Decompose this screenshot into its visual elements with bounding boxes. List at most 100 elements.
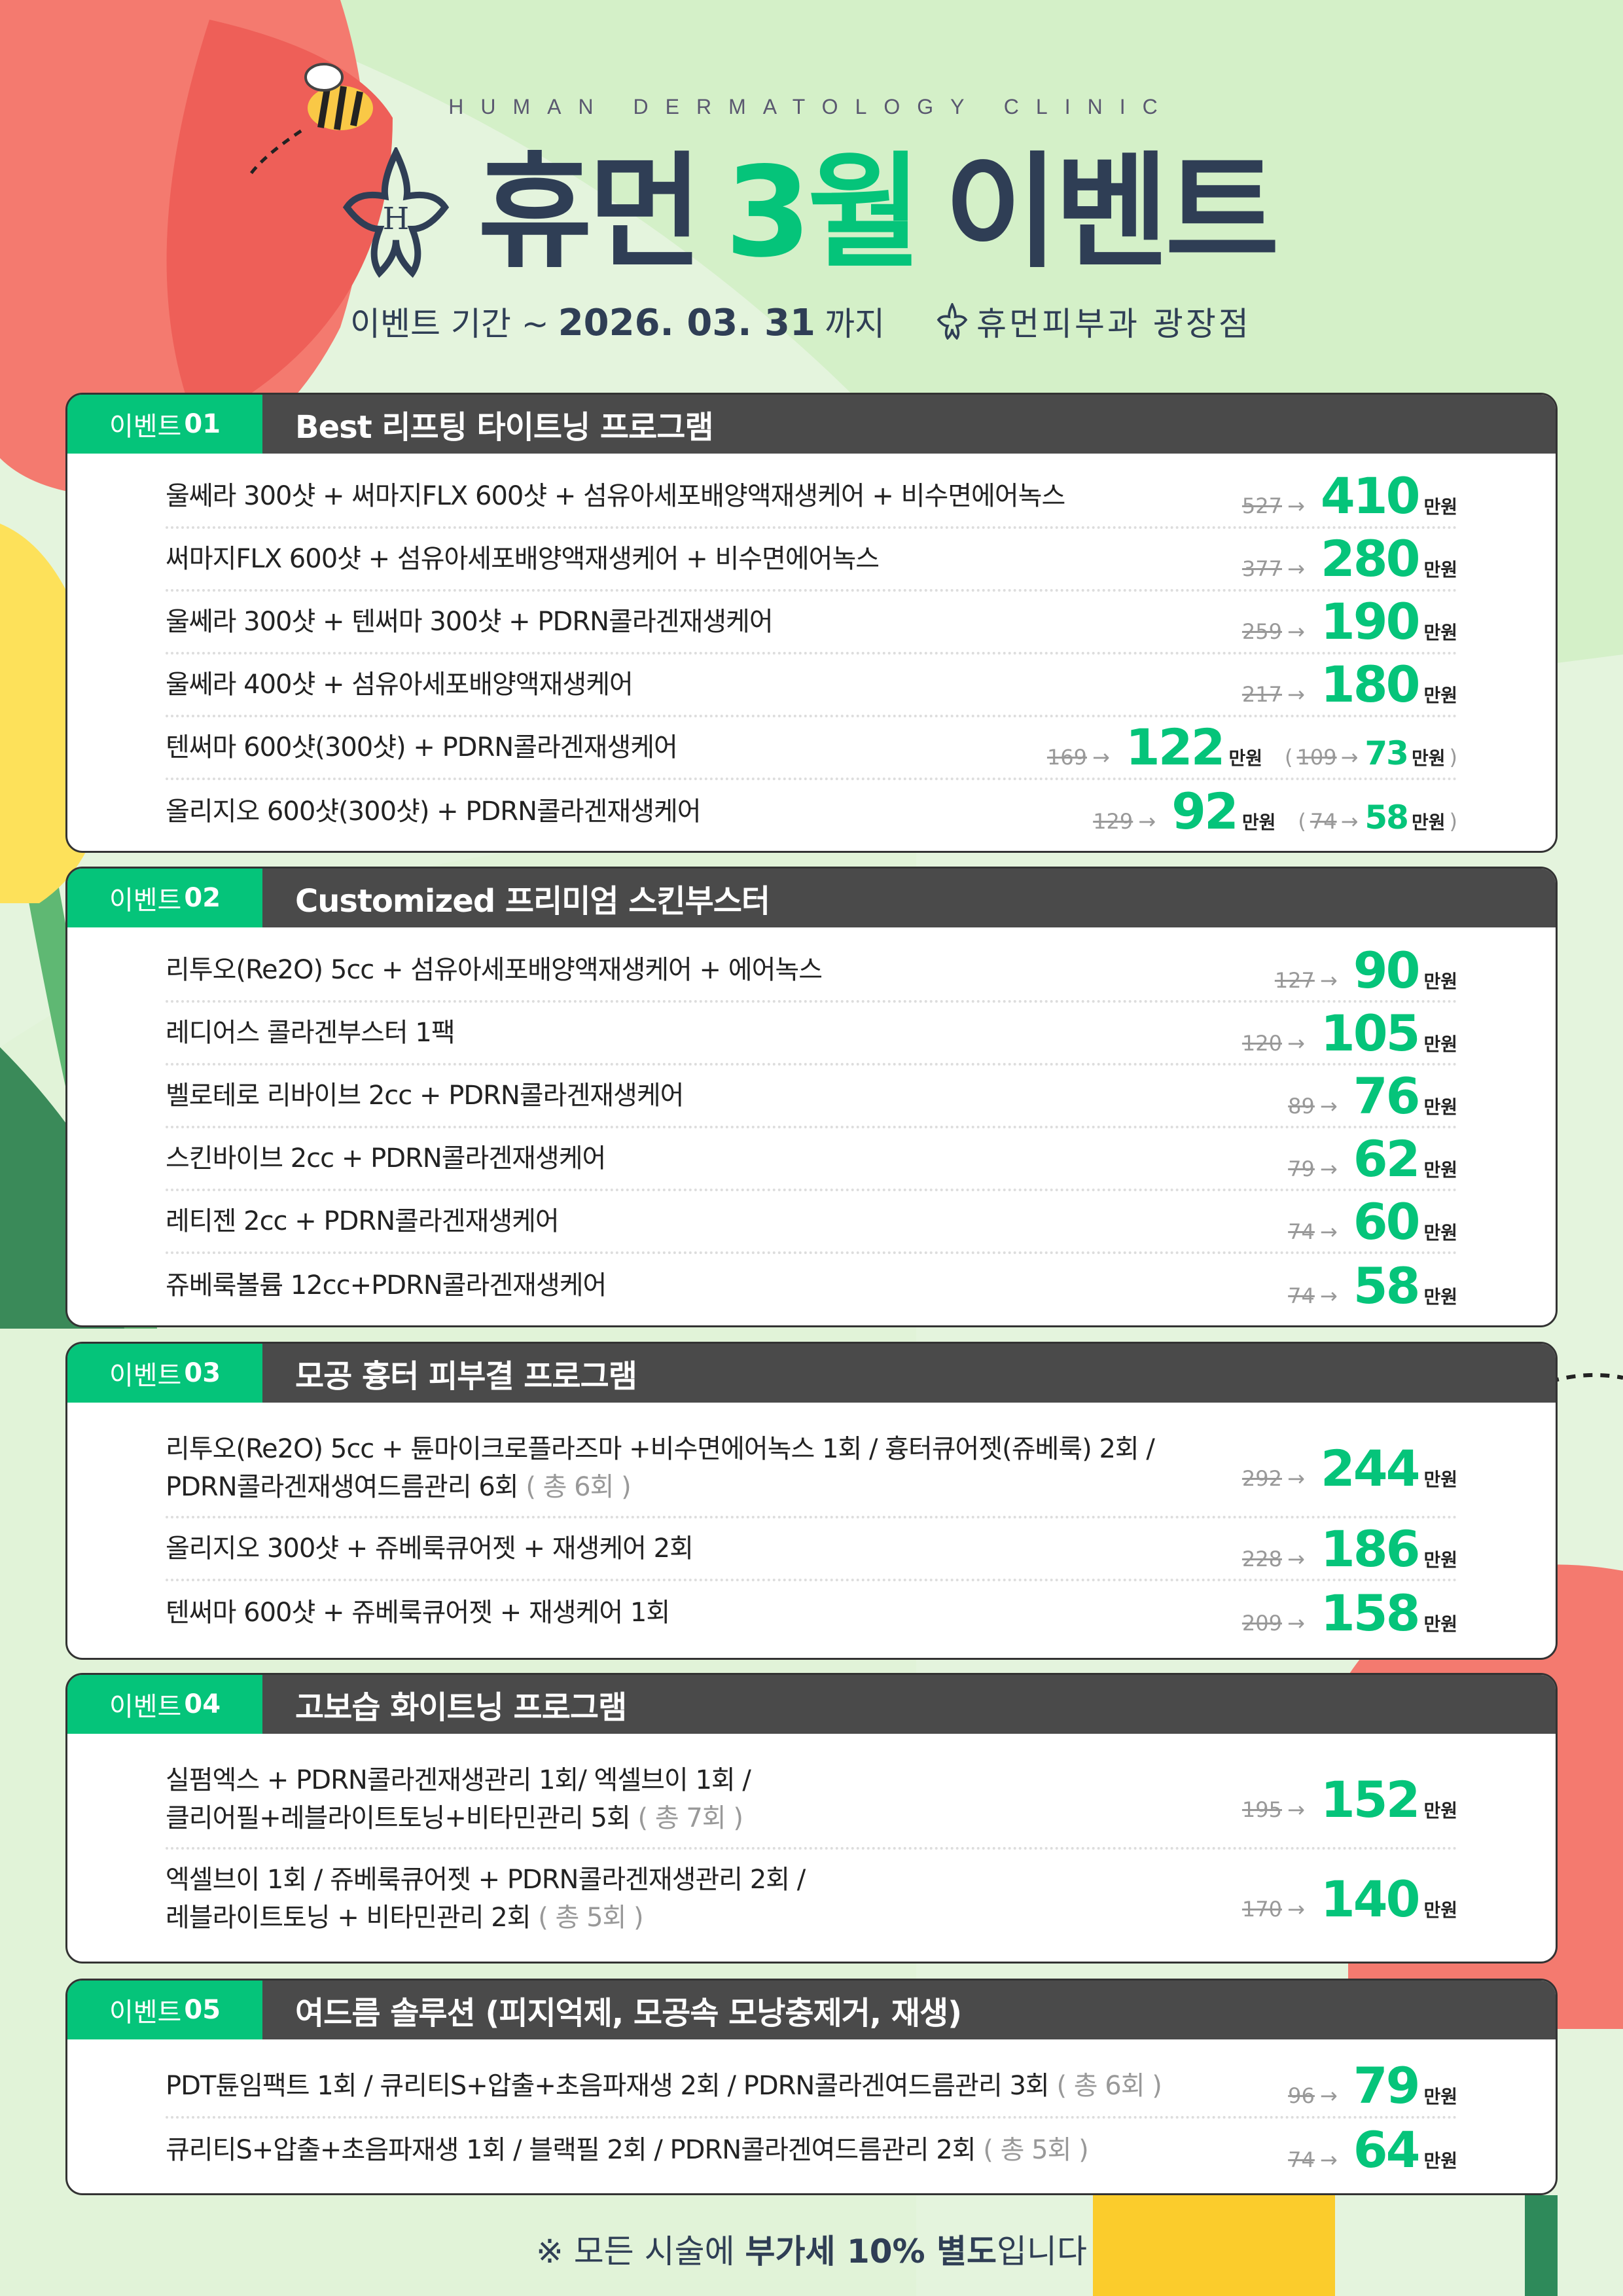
arrow-icon: → [1287, 1896, 1305, 1922]
arrow-icon: → [1287, 682, 1305, 707]
item-name-line1: 울쎄라 300샷 + 써마지FLX 600샷 + 섬유아세포배양액재생케어 + … [166, 480, 1065, 511]
price: 96 → 79 만원 [1288, 2056, 1457, 2115]
price: 527 → 410 만원 [1242, 467, 1457, 525]
price: 74 → 64 만원 [1288, 2121, 1457, 2179]
event-section-04: 이벤트 04 고보습 화이트닝 프로그램 실펌엑스 + PDRN콜라겐재생관리 1… [65, 1673, 1558, 1964]
item-name-line1: 실펌엑스 + PDRN콜라겐재생관리 1회/ 엑셀브이 1회 / [166, 1765, 751, 1795]
section-title: 고보습 화이트닝 프로그램 [295, 1689, 627, 1726]
price: 209 → 158 만원 [1242, 1584, 1457, 1642]
price: 228 → 186 만원 [1242, 1520, 1457, 1578]
item-name: 텐써마 600샷 + 쥬베룩큐어젯 + 재생케어 1회 [166, 1594, 670, 1632]
session-count: ( 총 5회 ) [538, 1903, 643, 1933]
original-price: 74 [1288, 1219, 1315, 1244]
alt-original-price: 74 [1310, 809, 1337, 834]
session-count: ( 총 5회 ) [983, 2134, 1088, 2165]
sale-price: 140 [1320, 1869, 1421, 1928]
sale-price: 152 [1320, 1770, 1421, 1829]
list-item: 올리지오 600샷(300샷) + PDRN콜라겐재생케어 129 → 92 만원( 7… [166, 780, 1457, 843]
item-list: 울쎄라 300샷 + 써마지FLX 600샷 + 섬유아세포배양액재생케어 + … [67, 454, 1556, 850]
item-name-line2: PDRN콜라겐재생여드름관리 6회 [166, 1472, 519, 1502]
tag-label: 이벤트 [109, 412, 182, 442]
sale-price: 280 [1320, 529, 1421, 588]
original-price: 259 [1241, 619, 1282, 644]
period-suffix: 까지 [824, 305, 885, 343]
original-price: 217 [1241, 682, 1282, 707]
tag-number: 04 [184, 1689, 221, 1719]
sale-price: 186 [1320, 1519, 1421, 1578]
price-unit: 만원 [1423, 1221, 1457, 1244]
branch-label: 휴먼피부과 광장점 [976, 305, 1251, 343]
event-section-03: 이벤트 03 모공 흉터 피부결 프로그램 리투오(Re2O) 5cc + 튠마이… [65, 1342, 1558, 1660]
sale-price: 79 [1353, 2056, 1421, 2115]
sale-price: 158 [1320, 1583, 1421, 1642]
list-item: 리투오(Re2O) 5cc + 섬유아세포배양액재생케어 + 에어녹스 127 → 9… [166, 940, 1457, 1003]
arrow-icon: → [1287, 1030, 1305, 1056]
original-price: 169 [1046, 745, 1088, 770]
list-item: 쥬베룩볼륨 12cc+PDRN콜라겐재생케어 74 → 58 만원 [166, 1254, 1457, 1317]
tag-number: 05 [184, 1995, 221, 2025]
item-name: PDT튠임팩트 1회 / 큐리티S+압출+초음파재생 2회 / PDRN콜라겐여… [166, 2067, 1162, 2105]
item-name: 실펌엑스 + PDRN콜라겐재생관리 1회/ 엑셀브이 1회 / 클리어필+레블라… [166, 1761, 751, 1837]
sale-price: 92 [1171, 782, 1239, 840]
section-title: 모공 흉터 피부결 프로그램 [295, 1358, 637, 1395]
arrow-icon: → [1319, 1156, 1338, 1181]
price-unit: 만원 [1241, 812, 1276, 833]
list-item: 울쎄라 400샷 + 섬유아세포배양액재생케어 217 → 180 만원 [166, 655, 1457, 717]
original-price: 377 [1241, 556, 1282, 581]
list-item: 레티젠 2cc + PDRN콜라겐재생케어 74 → 60 만원 [166, 1191, 1457, 1254]
price-unit: 만원 [1411, 747, 1446, 769]
price: 74 → 58 만원 [1288, 1257, 1457, 1315]
original-price: 292 [1241, 1465, 1282, 1491]
item-name-line1: 레디어스 콜라겐부스터 1팩 [166, 1018, 455, 1048]
original-price: 74 [1288, 1283, 1315, 1308]
item-name-line1: 울쎄라 300샷 + 텐써마 300샷 + PDRN콜라겐재생케어 [166, 606, 774, 637]
item-name-line2: 레블라이트토닝 + 비타민관리 2회 [166, 1903, 531, 1933]
item-name: 레디어스 콜라겐부스터 1팩 [166, 1014, 455, 1052]
event-section-01: 이벤트 01 Best 리프팅 타이트닝 프로그램 울쎄라 300샷 + 써마지F… [65, 393, 1558, 853]
price: 170 → 140 만원 [1242, 1870, 1457, 1928]
price-unit: 만원 [1423, 496, 1457, 518]
price-unit: 만원 [1423, 970, 1457, 992]
sale-price: 90 [1353, 941, 1421, 999]
arrow-icon: → [1287, 1465, 1305, 1491]
section-header: 이벤트 02 Customized 프리미엄 스킨부스터 [67, 869, 1556, 927]
title-part-3: 이벤트 [944, 140, 1279, 285]
list-item: 울쎄라 300샷 + 텐써마 300샷 + PDRN콜라겐재생케어 259 → 190… [166, 592, 1457, 655]
item-name-line1: 큐리티S+압출+초음파재생 1회 / 블랙필 2회 / PDRN콜라겐여드름관리… [166, 2134, 976, 2165]
item-name: 써마지FLX 600샷 + 섬유아세포배양액재생케어 + 비수면에어녹스 [166, 540, 880, 578]
list-item: 벨로테로 리바이브 2cc + PDRN콜라겐재생케어 89 → 76 만원 [166, 1066, 1457, 1128]
title-part-1: 휴먼 [478, 140, 703, 285]
price: 292 → 244 만원 [1242, 1439, 1457, 1498]
tag-number: 02 [184, 883, 221, 913]
bee-icon-top [247, 63, 373, 178]
section-header: 이벤트 04 고보습 화이트닝 프로그램 [67, 1675, 1556, 1734]
price: 377 → 280 만원 [1242, 529, 1457, 588]
list-item: 텐써마 600샷(300샷) + PDRN콜라겐재생케어 169 → 122 만원( 1… [166, 717, 1457, 780]
clinic-brand: HUMAN DERMATOLOGY CLINIC [448, 95, 1175, 118]
item-list: 리투오(Re2O) 5cc + 섬유아세포배양액재생케어 + 에어녹스 127 → 9… [67, 927, 1556, 1323]
svg-text:H: H [383, 202, 410, 237]
price: 169 → 122 만원( 109 → 73 만원 ) [1047, 718, 1457, 776]
item-name-line1: PDT튠임팩트 1회 / 큐리티S+압출+초음파재생 2회 / PDRN콜라겐여… [166, 2070, 1050, 2101]
sale-price: 190 [1320, 592, 1421, 651]
price-unit: 만원 [1423, 1468, 1457, 1490]
arrow-icon: → [1340, 809, 1359, 834]
original-price: 79 [1288, 1156, 1315, 1181]
item-name: 울쎄라 300샷 + 써마지FLX 600샷 + 섬유아세포배양액재생케어 + … [166, 477, 1065, 515]
price-unit: 만원 [1423, 559, 1457, 581]
arrow-icon: → [1287, 619, 1305, 644]
list-item: 실펌엑스 + PDRN콜라겐재생관리 1회/ 엑셀브이 1회 / 클리어필+레블라… [166, 1751, 1457, 1850]
arrow-icon: → [1287, 556, 1305, 581]
item-name: 레티젠 2cc + PDRN콜라겐재생케어 [166, 1202, 560, 1240]
item-name-line1: 텐써마 600샷(300샷) + PDRN콜라겐재생케어 [166, 732, 678, 762]
item-name: 쥬베룩볼륨 12cc+PDRN콜라겐재생케어 [166, 1266, 607, 1304]
title-part-2: 3월 [724, 140, 922, 285]
list-item: 올리지오 300샷 + 쥬베룩큐어젯 + 재생케어 2회 228 → 186 만원 [166, 1518, 1457, 1581]
list-item: 텐써마 600샷 + 쥬베룩큐어젯 + 재생케어 1회 209 → 158 만원 [166, 1581, 1457, 1644]
original-price: 89 [1288, 1093, 1315, 1119]
original-price: 195 [1241, 1797, 1282, 1822]
arrow-icon: → [1340, 745, 1359, 770]
tag-number: 01 [184, 409, 221, 439]
item-name-line1: 써마지FLX 600샷 + 섬유아세포배양액재생케어 + 비수면에어녹스 [166, 543, 880, 574]
event-section-05: 이벤트 05 여드름 솔루션 (피지억제, 모공속 모낭충제거, 재생) PDT튠… [65, 1979, 1558, 2195]
